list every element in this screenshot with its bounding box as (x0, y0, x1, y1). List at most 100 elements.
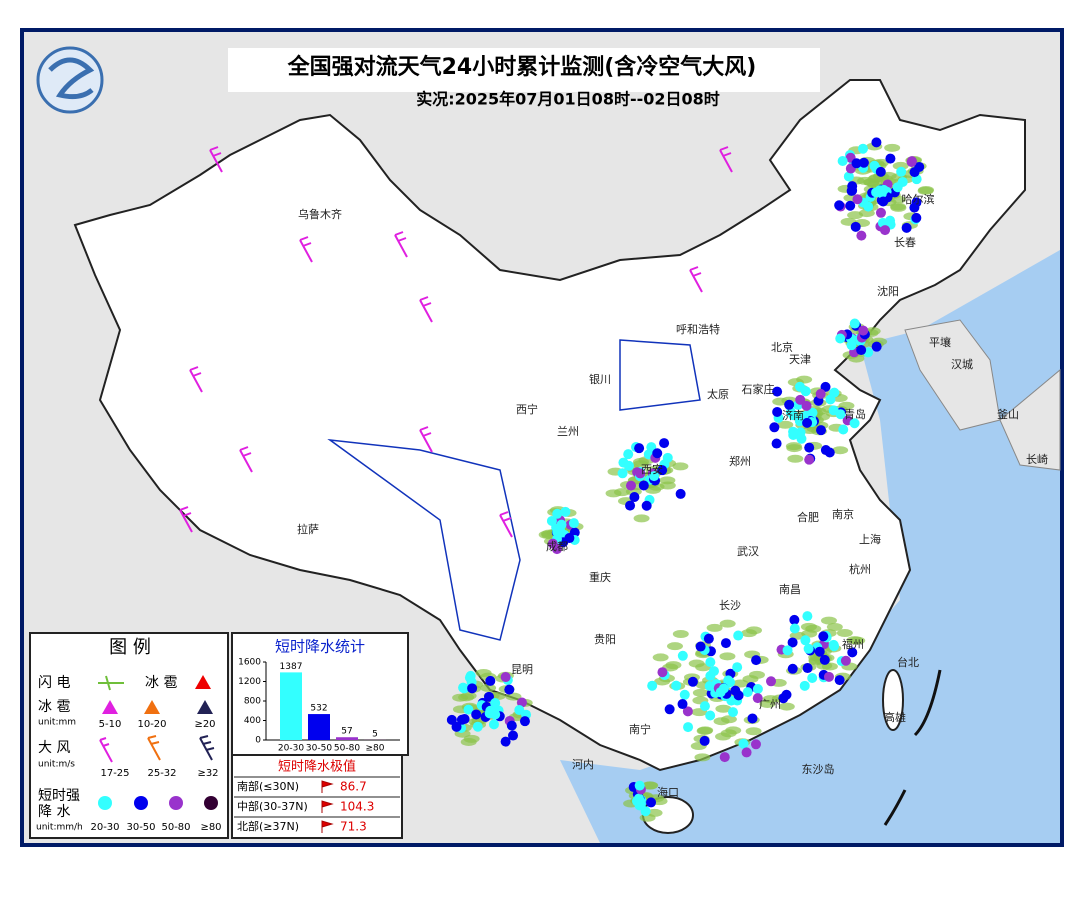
rain-dot (501, 737, 511, 747)
place-label: 哈尔滨 (902, 192, 935, 206)
rain-dot (907, 157, 917, 167)
lightning-area (787, 455, 803, 463)
lightning-area (673, 630, 689, 638)
y-tick-label: 400 (244, 716, 261, 726)
rain-dot (902, 223, 912, 233)
lightning-area (715, 733, 731, 741)
place-label: 贵阳 (594, 633, 616, 646)
lightning-area (464, 735, 480, 743)
rain-dot (829, 405, 839, 415)
rain-icon (134, 796, 148, 810)
place-label: 南昌 (779, 583, 801, 596)
rain-dot (825, 447, 835, 457)
lightning-area (660, 481, 676, 489)
rain-dot (871, 187, 881, 197)
region: 北部(≥37N) (237, 819, 299, 833)
legend-class: 25-32 (147, 768, 176, 779)
place-label: 海口 (657, 785, 679, 799)
rain-dot (467, 683, 477, 693)
legend-unit: unit:mm (38, 718, 76, 728)
legend-unit: unit:mm/h (36, 823, 83, 833)
place-label: 南宁 (629, 722, 651, 736)
rain-dot (552, 527, 562, 537)
y-tick-label: 1200 (238, 677, 261, 687)
lightning-area (694, 753, 710, 761)
rain-dot (623, 449, 633, 459)
rain-dot (783, 645, 793, 655)
rain-dot (772, 439, 782, 449)
rain-dot (652, 448, 662, 458)
extreme-value: 71.3 (340, 820, 367, 834)
place-label: 西安 (641, 462, 663, 476)
rain-dot (852, 158, 862, 168)
legend-label: 大 风 (38, 740, 70, 756)
lightning-area (634, 514, 650, 522)
place-label: 河内 (572, 757, 594, 771)
rain-dot (911, 213, 921, 223)
rain-dot (618, 468, 628, 478)
rain-icon (204, 796, 218, 810)
lightning-area (786, 444, 802, 452)
legend-class: ≥20 (194, 719, 215, 730)
lightning-area (667, 642, 683, 650)
rain-dot (880, 225, 890, 235)
place-label: 南京 (832, 507, 854, 521)
y-tick-label: 1600 (238, 658, 261, 668)
place-label: 银川 (589, 372, 611, 386)
place-label: 拉萨 (297, 522, 319, 536)
rain-dot (835, 333, 845, 343)
rain-dot (893, 182, 903, 192)
rain-dot (788, 664, 798, 674)
rain-dot (818, 631, 828, 641)
rain-dot (847, 186, 857, 196)
legend-class: 20-30 (90, 822, 119, 833)
place-label: 石家庄 (742, 382, 775, 396)
rain-dot (820, 655, 830, 665)
rain-dot (910, 167, 920, 177)
x-tick-label: 30-50 (306, 744, 332, 754)
rain-dot (721, 638, 731, 648)
rain-dot (800, 681, 810, 691)
rain-dot (816, 425, 826, 435)
place-label: 兰州 (557, 425, 579, 438)
lightning-area (741, 629, 757, 637)
rain-dot (743, 687, 753, 697)
rain-dot (473, 722, 483, 732)
rain-dot (856, 231, 866, 241)
rain-dot (742, 747, 752, 757)
place-label: 上海 (859, 532, 881, 546)
place-label: 福州 (842, 637, 864, 651)
place-label: 广州 (759, 698, 781, 711)
rain-dot (642, 501, 652, 511)
bar (336, 737, 358, 740)
rain-dot (625, 501, 635, 511)
rain-dot (705, 710, 715, 720)
place-label: 重庆 (589, 570, 611, 584)
x-tick-label: ≥80 (366, 744, 385, 754)
lightning-area (614, 488, 630, 496)
bar (280, 672, 302, 740)
rain-dot (847, 340, 857, 350)
rain-dot (629, 492, 639, 502)
rain-dot (834, 200, 844, 210)
lightning-area (693, 689, 709, 697)
rain-dot (863, 202, 873, 212)
rain-dot (678, 651, 688, 661)
legend-class: ≥32 (197, 768, 218, 779)
chart-title: 短时降水统计 (275, 638, 365, 656)
rain-dot (683, 722, 693, 732)
value-label: 57 (341, 727, 352, 737)
rain-dot (716, 687, 726, 697)
rain-dot (753, 684, 763, 694)
lightning-area (720, 620, 736, 628)
place-label: 济南 (782, 408, 804, 422)
lightning-area (672, 462, 688, 470)
place-label: 青岛 (844, 407, 866, 421)
extremes-title: 短时降水极值 (278, 759, 356, 775)
lightning-area (714, 717, 730, 725)
rain-icon (169, 796, 183, 810)
rain-dot (709, 666, 719, 676)
extreme-value: 104.3 (340, 800, 374, 814)
place-label: 东沙岛 (802, 762, 835, 776)
place-label: 成都 (546, 540, 568, 553)
